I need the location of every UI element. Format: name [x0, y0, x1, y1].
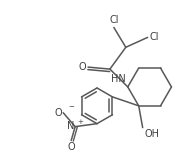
Text: O: O — [55, 108, 62, 118]
Text: −: − — [68, 104, 74, 110]
Text: HN: HN — [111, 74, 126, 84]
Text: N: N — [67, 121, 74, 131]
Text: Cl: Cl — [150, 32, 159, 42]
Text: O: O — [78, 62, 86, 72]
Text: O: O — [67, 142, 75, 152]
Text: Cl: Cl — [109, 15, 119, 25]
Text: +: + — [77, 119, 83, 125]
Text: OH: OH — [145, 129, 160, 139]
